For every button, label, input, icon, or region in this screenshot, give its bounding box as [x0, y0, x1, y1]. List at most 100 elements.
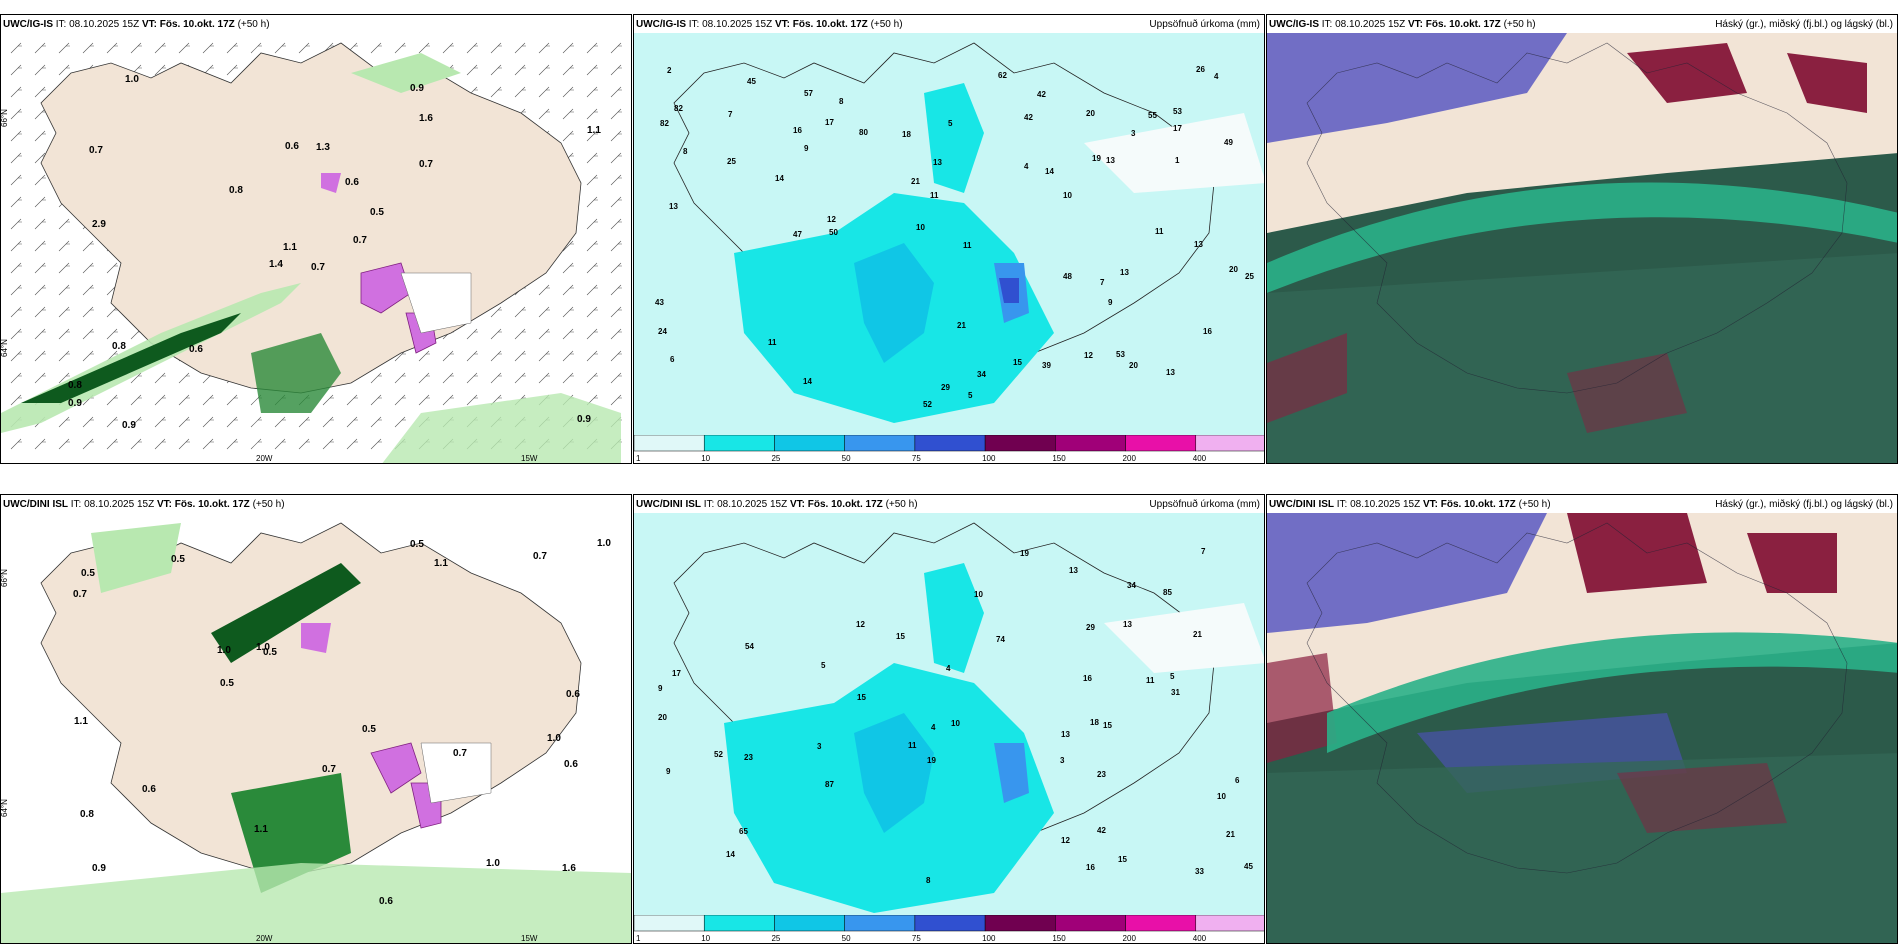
precip-value: 25	[1245, 272, 1254, 281]
precip-value: 17	[825, 118, 834, 127]
lon-label: 15W	[521, 934, 538, 943]
cloud-panel-top: UWC/IG-IS IT: 08.10.2025 15Z VT: Fös. 10…	[1266, 14, 1898, 464]
precip-value: 39	[1042, 361, 1051, 370]
wind-value: 0.5	[220, 678, 234, 689]
precip-value: 21	[957, 321, 966, 330]
wind-value: 1.1	[254, 824, 268, 835]
wind-value: 0.7	[453, 748, 467, 759]
precip-value: 12	[1084, 351, 1093, 360]
cloud-green-low	[1267, 753, 1897, 943]
wind-value: 1.1	[74, 716, 88, 727]
colorbar-swatch	[1125, 915, 1197, 932]
precip-value: 20	[658, 713, 667, 722]
wind-value: 0.6	[142, 784, 156, 795]
precip-value: 21	[1226, 830, 1235, 839]
precip-value: 10	[974, 590, 983, 599]
precip-value: 42	[1037, 90, 1046, 99]
precip-value: 52	[923, 400, 932, 409]
wind-panel-bottom: UWC/DINI ISL IT: 08.10.2025 15Z VT: Fös.…	[0, 494, 632, 944]
wind-value: 1.1	[434, 558, 448, 569]
precip-value: 14	[775, 174, 784, 183]
wind-value: 1.6	[562, 863, 576, 874]
precip-value: 26	[1196, 65, 1205, 74]
colorbar-label: 100	[982, 934, 996, 943]
precip-value: 57	[804, 89, 813, 98]
wind-value: 2.9	[92, 219, 106, 230]
precip-value: 13	[1106, 156, 1115, 165]
precip-value: 9	[1108, 298, 1113, 307]
panel-title: Uppsöfnuð úrkoma (mm)	[1149, 19, 1260, 30]
colorbar-label: 200	[1123, 934, 1137, 943]
colorbar-swatch	[634, 915, 705, 932]
precip-value: 13	[669, 202, 678, 211]
wind-value: 0.7	[533, 551, 547, 562]
precip-value: 8	[839, 97, 844, 106]
precip-value: 15	[1013, 358, 1022, 367]
cloud-red-low-2	[1567, 353, 1687, 433]
precip-value: 65	[739, 827, 748, 836]
lon-label: 20W	[256, 934, 273, 943]
green-north-west	[91, 523, 181, 593]
precip-value: 42	[1024, 113, 1033, 122]
lon-label: 15W	[521, 454, 538, 463]
precip-value: 23	[744, 753, 753, 762]
precip-colorbar: 1 10 25 50 75 100 150 200 400	[634, 435, 1264, 463]
colorbar-swatch	[1125, 435, 1197, 452]
colorbar-label: 400	[1193, 454, 1207, 463]
lat-label: 66°N	[1, 109, 9, 127]
wind-value: 0.6	[345, 177, 359, 188]
cloud-green-arc	[1267, 182, 1897, 293]
wind-value: 1.0	[597, 538, 611, 549]
precip-value: 74	[996, 635, 1005, 644]
precip-value: 20	[1129, 361, 1138, 370]
wind-value: 0.9	[577, 414, 591, 425]
wind-value: 0.8	[80, 809, 94, 820]
precip-value: 42	[1097, 826, 1106, 835]
precip-value: 10	[951, 719, 960, 728]
wind-value: 0.8	[112, 341, 126, 352]
green-north	[351, 53, 461, 93]
precip-value: 7	[728, 110, 733, 119]
wind-value: 1.3	[316, 142, 330, 153]
colorbar-label: 10	[701, 454, 710, 463]
precip-value: 34	[1127, 581, 1136, 590]
precip-value: 11	[1146, 676, 1155, 685]
precip-value: 53	[1116, 350, 1125, 359]
precip-value: 14	[803, 377, 812, 386]
lat-label: 64°N	[1, 799, 9, 817]
panel-header: UWC/IG-IS IT: 08.10.2025 15Z VT: Fös. 10…	[636, 19, 903, 30]
precip-contour-blue	[854, 713, 934, 833]
wind-value: 1.0	[486, 858, 500, 869]
colorbar-swatch	[774, 435, 845, 452]
precip-value: 8	[926, 876, 931, 885]
colorbar-label: 50	[842, 934, 851, 943]
precip-value: 15	[1118, 855, 1127, 864]
wind-panel-top: UWC/IG-IS IT: 08.10.2025 15Z VT: Fös. 10…	[0, 14, 632, 464]
precip-value: 21	[1193, 630, 1202, 639]
precip-value: 11	[930, 191, 939, 200]
precip-value: 5	[1170, 672, 1175, 681]
wind-value: 1.0	[125, 74, 139, 85]
cloud-red-top	[1567, 513, 1707, 593]
precip-value: 12	[1061, 836, 1070, 845]
wind-value: 0.6	[189, 344, 203, 355]
precip-value: 20	[1229, 265, 1238, 274]
magenta-patch-1	[360, 262, 412, 314]
precip-value: 10	[1063, 191, 1072, 200]
precip-value: 15	[857, 693, 866, 702]
panel-header: UWC/DINI ISL IT: 08.10.2025 15Z VT: Fös.…	[3, 499, 285, 510]
panel-header: UWC/IG-IS IT: 08.10.2025 15Z VT: Fös. 10…	[3, 19, 270, 30]
precip-value: 4	[931, 723, 936, 732]
precip-value: 10	[916, 223, 925, 232]
precip-value: 19	[1092, 154, 1101, 163]
wind-value: 0.7	[353, 235, 367, 246]
precip-value: 25	[727, 157, 736, 166]
cloud-red-low	[1617, 763, 1787, 833]
precip-value: 3	[1060, 756, 1065, 765]
precip-value: 52	[714, 750, 723, 759]
colorbar-swatch	[703, 435, 775, 452]
precip-value: 49	[1224, 138, 1233, 147]
colorbar-swatch	[844, 915, 916, 932]
precip-value: 18	[1090, 718, 1099, 727]
